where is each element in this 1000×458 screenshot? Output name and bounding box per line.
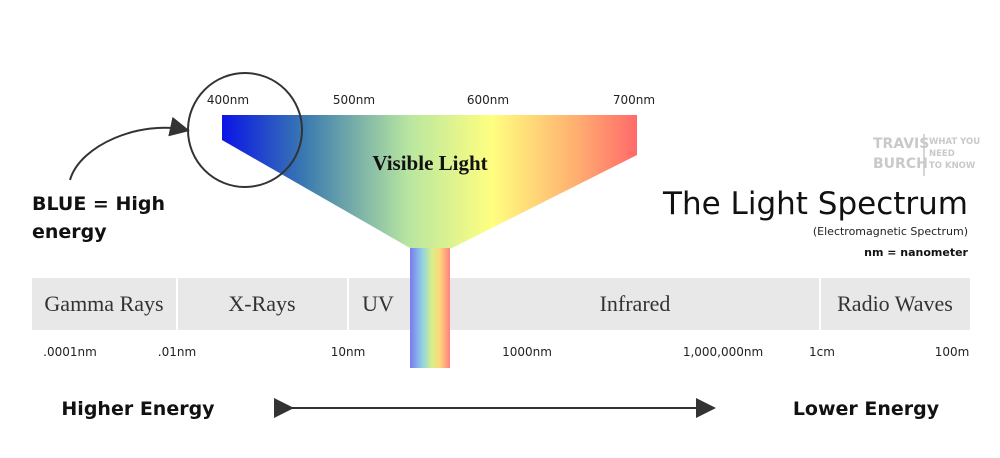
annotation: BLUE = High	[32, 193, 165, 215]
band-label: Gamma Rays	[44, 291, 163, 316]
annotation: energy	[32, 221, 107, 243]
band-label: X-Rays	[228, 291, 295, 316]
scale-label: 100m	[935, 345, 970, 359]
scale-label: 1cm	[809, 345, 835, 359]
band-bar	[32, 278, 970, 330]
band-label: Radio Waves	[837, 291, 953, 316]
visible-strip	[410, 248, 450, 368]
scale-label: 1,000,000nm	[683, 345, 763, 359]
note: nm = nanometer	[864, 246, 968, 259]
energy-label: Higher Energy	[61, 398, 215, 420]
annotation-arrow	[69, 116, 190, 181]
band-label: UV	[362, 291, 394, 316]
logo-text: BURCH	[873, 156, 928, 172]
visible-label: Visible Light	[372, 151, 487, 175]
title: The Light Spectrum	[662, 186, 968, 222]
logo-tagline: WHAT YOU	[929, 137, 980, 147]
scale-label: 1000nm	[502, 345, 552, 359]
scale-label: .0001nm	[43, 345, 97, 359]
logo-tagline: TO KNOW	[929, 161, 976, 171]
logo-tagline: NEED	[929, 149, 955, 159]
subtitle: (Electromagnetic Spectrum)	[813, 225, 968, 238]
band-label: Infrared	[600, 291, 671, 316]
wavelength-label: 600nm	[467, 93, 509, 107]
scale-label: 10nm	[331, 345, 366, 359]
wavelength-label: 500nm	[333, 93, 375, 107]
wavelength-label: 700nm	[613, 93, 655, 107]
visible-funnel	[222, 115, 637, 248]
scale-label: .01nm	[158, 345, 196, 359]
logo-text: TRAVIS	[873, 136, 929, 152]
energy-label: Lower Energy	[793, 398, 940, 420]
wavelength-label: 400nm	[207, 93, 249, 107]
